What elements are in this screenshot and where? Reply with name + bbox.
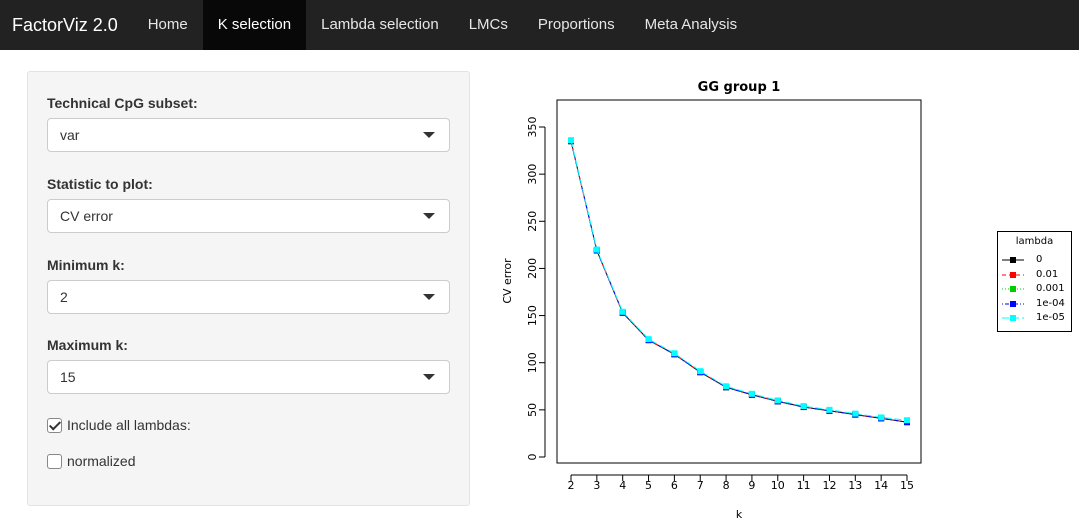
tab-lmcs[interactable]: LMCs <box>468 16 508 33</box>
x-axis-label: k <box>736 508 743 521</box>
min-k-value: 2 <box>60 289 68 305</box>
legend-key <box>1002 315 1024 321</box>
cpg-subset-value: var <box>60 127 80 143</box>
x-tick-label: 15 <box>900 479 914 492</box>
series-point-4 <box>878 414 885 421</box>
y-tick-label: 150 <box>526 305 539 326</box>
legend-key <box>1002 257 1024 263</box>
y-axis-label: CV error <box>501 258 514 304</box>
min-k-label: Minimum k: <box>47 257 125 273</box>
x-tick-label: 2 <box>568 479 575 492</box>
app-brand[interactable]: FactorViz 2.0 <box>12 15 118 35</box>
series-point-4 <box>800 403 807 410</box>
legend-label: 1e-05 <box>1036 312 1065 323</box>
series-line-4 <box>570 140 908 421</box>
legend-entry: 1e-04 <box>1001 298 1071 310</box>
series-group <box>568 137 910 426</box>
y-tick-label: 300 <box>526 164 539 185</box>
normalized-checkbox[interactable] <box>47 453 62 469</box>
series-point-4 <box>904 417 910 424</box>
cpg-subset-label: Technical CpG subset: <box>47 95 198 111</box>
legend-label: 0.001 <box>1036 283 1065 294</box>
x-tick-label: 9 <box>748 479 755 492</box>
chart-legend: lambda 0 0.01 0.001 1e-04 1e-05 <box>997 231 1072 332</box>
cv-error-chart: GG group 1 k CV error 0 50 100 150 200 250 300… <box>501 80 922 521</box>
sidebar-panel: Technical CpG subset: var Statistic to p… <box>27 71 470 506</box>
series-point-4 <box>568 137 574 144</box>
legend-entry: 0.001 <box>1001 283 1071 295</box>
chevron-down-icon <box>423 213 435 219</box>
legend-key-marker <box>1010 257 1016 263</box>
normalized-option[interactable]: normalized <box>47 453 135 469</box>
x-tick-label: 13 <box>848 479 862 492</box>
x-tick-label: 4 <box>619 479 626 492</box>
tab-meta-analysis[interactable]: Meta Analysis <box>644 16 738 33</box>
series-point-4 <box>723 383 730 390</box>
series-line-3 <box>570 141 908 423</box>
y-tick-label: 50 <box>526 403 539 417</box>
statistic-select[interactable]: CV error <box>47 199 450 233</box>
cpg-subset-select[interactable]: var <box>47 118 450 152</box>
series-point-4 <box>645 336 652 343</box>
include-lambdas-option[interactable]: Include all lambdas: <box>47 417 191 433</box>
statistic-value: CV error <box>60 208 113 224</box>
navbar: FactorViz 2.0 Home K selection Lambda se… <box>0 0 1079 50</box>
normalized-label: normalized <box>67 453 136 469</box>
axes-group: 0 50 100 150 200 250 300 350 2 3 4 5 6 7 8 9 10 11 12 13 14 1… <box>526 117 914 493</box>
chart-title: GG group 1 <box>698 80 781 95</box>
max-k-select[interactable]: 15 <box>47 360 450 394</box>
y-tick-label: 100 <box>526 352 539 373</box>
legend-key-marker <box>1010 315 1016 321</box>
include-lambdas-checkbox[interactable] <box>47 417 62 433</box>
series-point-4 <box>748 390 755 397</box>
tab-proportions[interactable]: Proportions <box>537 16 615 33</box>
y-tick-label: 350 <box>526 117 539 138</box>
x-tick-label: 5 <box>645 479 652 492</box>
series-point-4 <box>852 410 859 417</box>
series-point-4 <box>593 246 600 253</box>
legend-entry: 0.01 <box>1001 269 1071 281</box>
legend-key-marker <box>1010 286 1016 292</box>
series-point-4 <box>697 368 704 375</box>
x-tick-label: 8 <box>723 479 730 492</box>
include-lambdas-label: Include all lambdas: <box>67 417 191 433</box>
legend-title: lambda <box>1015 236 1054 247</box>
max-k-value: 15 <box>60 369 76 385</box>
chevron-down-icon <box>423 374 435 380</box>
legend-label: 0 <box>1036 254 1043 265</box>
y-tick-label: 200 <box>526 258 539 279</box>
tab-k-selection[interactable]: K selection <box>202 0 307 50</box>
legend-key <box>1002 271 1024 278</box>
legend-entry: 1e-05 <box>1001 312 1071 324</box>
x-tick-label: 11 <box>797 479 811 492</box>
legend-entry: 0 <box>1001 254 1071 266</box>
plot-area <box>556 99 922 464</box>
legend-label: 0.01 <box>1036 268 1059 280</box>
x-tick-label: 6 <box>671 479 678 492</box>
max-k-label: Maximum k: <box>47 337 128 353</box>
series-point-4 <box>671 350 678 357</box>
y-tick-label: 250 <box>526 211 539 232</box>
legend-key-marker <box>1010 300 1016 307</box>
legend-key-marker <box>1010 271 1016 278</box>
chevron-down-icon <box>423 294 435 300</box>
series-point-4 <box>826 406 833 413</box>
x-tick-label: 10 <box>771 479 785 492</box>
legend-label: 1e-04 <box>1036 297 1065 309</box>
series-point-4 <box>619 308 626 315</box>
statistic-label: Statistic to plot: <box>47 176 153 192</box>
legend-key <box>1002 300 1024 307</box>
chevron-down-icon <box>423 132 435 138</box>
tab-home[interactable]: Home <box>147 16 188 33</box>
tab-lambda-selection[interactable]: Lambda selection <box>321 16 439 33</box>
y-tick-label: 0 <box>526 454 539 461</box>
x-tick-label: 3 <box>593 479 600 492</box>
x-tick-label: 14 <box>874 479 888 492</box>
x-tick-label: 7 <box>697 479 704 492</box>
series-point-4 <box>774 397 781 404</box>
legend-key <box>1002 286 1024 292</box>
min-k-select[interactable]: 2 <box>47 280 450 314</box>
x-tick-label: 12 <box>822 479 836 492</box>
